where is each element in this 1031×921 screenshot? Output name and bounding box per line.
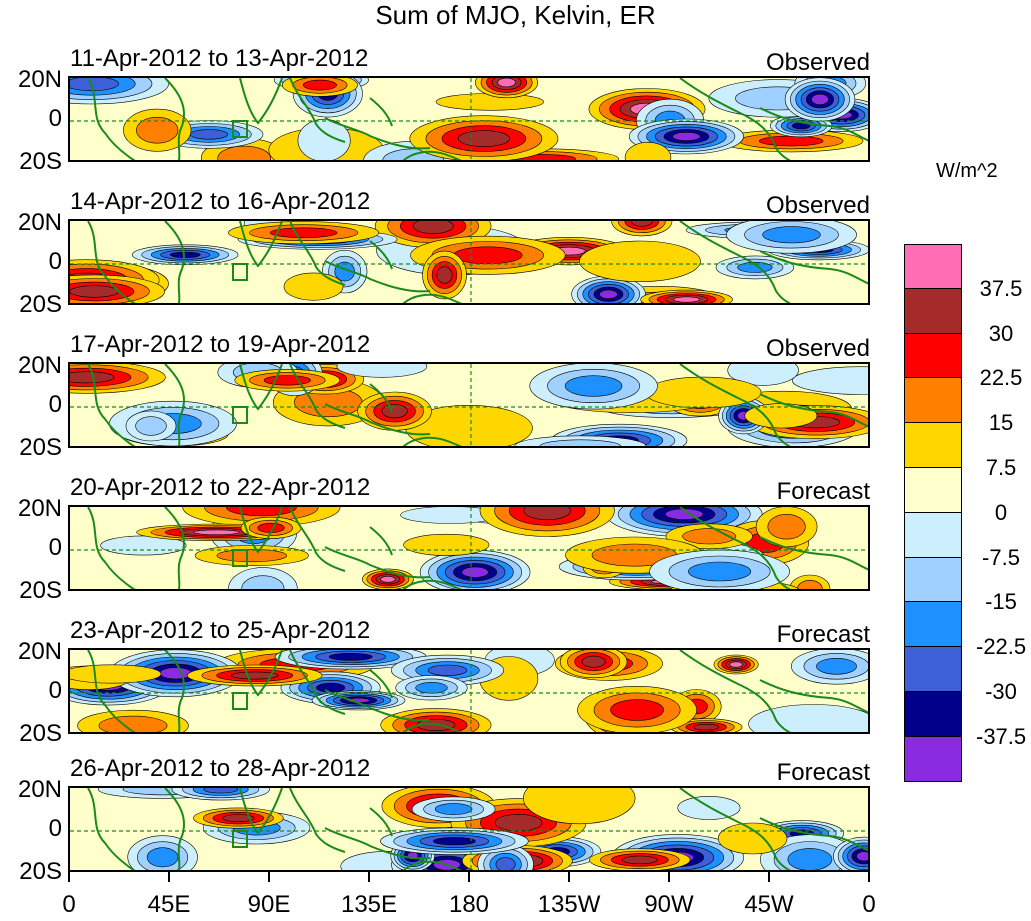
lon-tick <box>768 872 770 882</box>
map-panel <box>68 362 870 448</box>
panel-date-range: 17-Apr-2012 to 19-Apr-2012 <box>70 331 371 358</box>
colorbar-swatch <box>904 467 962 513</box>
map-panel <box>68 219 870 305</box>
colorbar <box>904 244 962 782</box>
colorbar-label: 22.5 <box>979 365 1023 391</box>
panel-tag: Observed <box>765 192 870 219</box>
lon-label: 45E <box>147 891 191 918</box>
colorbar-swatch <box>904 288 962 334</box>
colorbar-swatch <box>904 244 962 289</box>
colorbar-units: W/m^2 <box>936 160 998 182</box>
colorbar-label: -15 <box>985 589 1017 615</box>
lon-label: 0 <box>62 891 76 918</box>
colorbar-swatch <box>904 736 962 782</box>
lon-label: 90W <box>644 891 694 918</box>
lon-label: 135W <box>537 891 601 918</box>
lat-label: 0 <box>48 248 62 275</box>
lon-label: 45W <box>744 891 794 918</box>
colorbar-swatch <box>904 333 962 379</box>
lat-label: 0 <box>48 534 62 561</box>
lat-label: 0 <box>48 391 62 418</box>
panel-tag: Observed <box>765 49 870 76</box>
lon-tick <box>368 872 370 882</box>
lat-label: 20S <box>19 858 62 885</box>
colorbar-swatch <box>904 602 962 648</box>
map-panel <box>68 76 870 162</box>
lat-label: 20N <box>17 495 62 522</box>
panel-tag: Forecast <box>776 621 870 648</box>
colorbar-label: 7.5 <box>985 455 1017 480</box>
anomaly-map <box>70 364 868 446</box>
lat-label: 20N <box>17 352 62 379</box>
panel-tag: Observed <box>765 335 870 362</box>
lon-label: 90E <box>247 891 291 918</box>
lon-tick <box>668 872 670 882</box>
anomaly-map <box>70 788 868 870</box>
lat-label: 20S <box>19 434 62 461</box>
panel-date-range: 23-Apr-2012 to 25-Apr-2012 <box>70 617 371 644</box>
colorbar-swatch <box>904 378 962 424</box>
lon-tick <box>68 872 70 882</box>
panel-date-range: 14-Apr-2012 to 16-Apr-2012 <box>70 188 371 215</box>
lat-label: 20N <box>17 209 62 236</box>
lat-label: 0 <box>48 105 62 132</box>
colorbar-label: -7.5 <box>982 544 1020 570</box>
colorbar-label: -37.5 <box>976 723 1027 749</box>
colorbar-label: 30 <box>988 320 1014 346</box>
colorbar-swatch <box>904 647 962 692</box>
panel-date-range: 26-Apr-2012 to 28-Apr-2012 <box>70 755 371 782</box>
anomaly-map <box>70 507 868 589</box>
colorbar-label: 37.5 <box>979 275 1023 301</box>
colorbar-swatch <box>904 512 962 558</box>
map-panel <box>68 786 870 872</box>
lon-label: 180 <box>448 891 490 918</box>
panel-tag: Forecast <box>776 478 870 505</box>
lat-label: 20N <box>17 66 62 93</box>
lon-tick <box>268 872 270 882</box>
lat-label: 20S <box>19 291 62 318</box>
lon-tick <box>568 872 570 882</box>
lon-tick <box>468 872 470 882</box>
colorbar-label: 0 <box>994 499 1008 525</box>
colorbar-label: 15 <box>988 410 1014 436</box>
figure-title: Sum of MJO, Kelvin, ER <box>375 0 656 30</box>
colorbar-swatch <box>904 423 962 468</box>
colorbar-swatch <box>904 691 962 737</box>
lat-label: 20S <box>19 720 62 747</box>
panel-date-range: 11-Apr-2012 to 13-Apr-2012 <box>70 45 369 72</box>
lat-label: 20N <box>17 776 62 803</box>
colorbar-label: -22.5 <box>976 634 1027 660</box>
lat-label: 0 <box>48 815 62 842</box>
lon-tick <box>168 872 170 882</box>
colorbar-label: -30 <box>985 679 1017 704</box>
lat-label: 20N <box>17 638 62 665</box>
anomaly-map <box>70 650 868 732</box>
map-panel <box>68 648 870 734</box>
lat-label: 20S <box>19 148 62 175</box>
lon-tick <box>868 872 870 882</box>
panel-tag: Forecast <box>776 759 870 786</box>
lon-label: 135E <box>340 891 398 918</box>
anomaly-map <box>70 221 868 303</box>
map-panel <box>68 505 870 591</box>
lon-label: 0 <box>862 891 876 918</box>
lat-label: 0 <box>48 677 62 704</box>
colorbar-swatch <box>904 557 962 603</box>
lat-label: 20S <box>19 577 62 604</box>
panel-date-range: 20-Apr-2012 to 22-Apr-2012 <box>70 474 371 501</box>
anomaly-map <box>70 78 868 160</box>
